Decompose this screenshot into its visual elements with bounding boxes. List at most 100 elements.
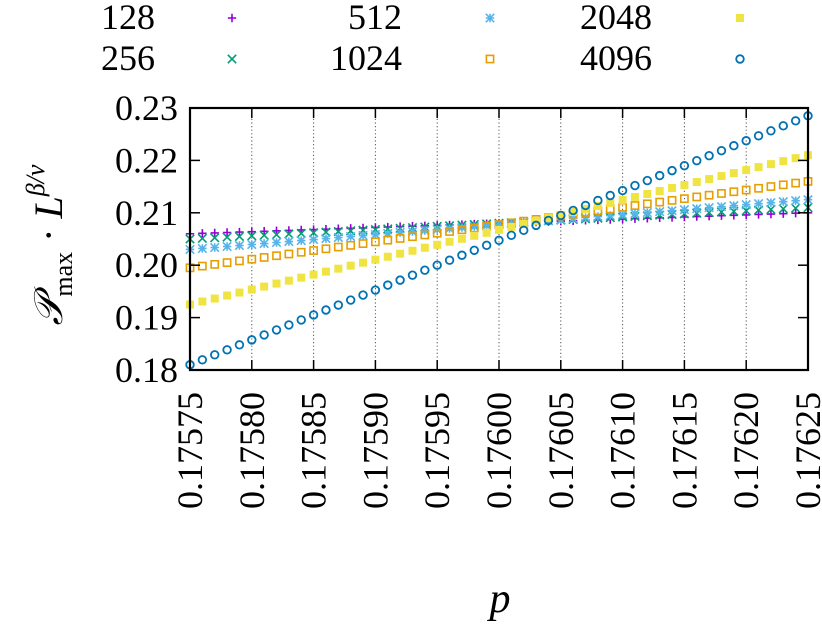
data-point xyxy=(457,250,467,260)
data-point xyxy=(259,330,269,340)
data-point xyxy=(655,187,664,196)
data-point xyxy=(445,237,454,246)
x-tick-label: 0.17580 xyxy=(232,392,272,509)
axis-ticks: 0.17575 0.17580 0.17585 0.17590 0.17595 0.176… xyxy=(115,88,822,509)
data-point xyxy=(408,232,417,242)
data-point xyxy=(791,178,801,188)
data-point xyxy=(284,229,294,239)
y-tick-label: 0.18 xyxy=(115,350,178,390)
data-point xyxy=(667,195,677,205)
y-axis-label: 𝒫max · Lβ/ν xyxy=(21,164,78,325)
data-point xyxy=(371,255,380,264)
data-point xyxy=(766,182,776,191)
data-point xyxy=(704,202,714,213)
data-point xyxy=(444,255,455,265)
x-axis-label: p xyxy=(487,576,511,622)
data-point xyxy=(704,190,714,200)
data-point xyxy=(766,160,775,169)
data-point xyxy=(470,231,479,240)
series-4096 xyxy=(185,111,813,370)
data-point xyxy=(481,240,492,250)
data-point xyxy=(382,228,393,239)
data-point xyxy=(778,121,788,131)
data-point xyxy=(617,209,628,220)
legend-label: 1024 xyxy=(330,38,402,78)
plot-frame xyxy=(188,106,810,372)
data-point xyxy=(741,185,751,195)
data-point xyxy=(556,210,566,221)
data-point xyxy=(284,320,294,330)
data-point xyxy=(284,276,293,285)
data-point xyxy=(654,170,665,181)
data-point xyxy=(321,233,331,244)
data-point xyxy=(618,195,627,204)
data-point xyxy=(198,297,207,306)
data-point xyxy=(667,205,677,216)
x-tick-label: 0.17590 xyxy=(355,392,395,509)
data-point xyxy=(297,273,306,282)
data-point xyxy=(716,201,727,212)
data-points xyxy=(185,111,813,370)
x-tick-label: 0.17620 xyxy=(726,392,766,509)
data-point xyxy=(778,196,789,207)
y-tick-label: 0.23 xyxy=(115,88,178,128)
data-point xyxy=(469,245,479,255)
data-point xyxy=(654,206,665,217)
data-point xyxy=(643,189,652,198)
data-point xyxy=(396,249,405,258)
data-point xyxy=(519,225,529,236)
data-point xyxy=(222,241,232,252)
data-point xyxy=(222,228,232,237)
data-point xyxy=(321,244,331,254)
data-point xyxy=(642,199,652,209)
data-point xyxy=(234,231,245,242)
data-point xyxy=(395,223,405,234)
data-point xyxy=(605,210,616,221)
data-point xyxy=(457,225,467,235)
data-point xyxy=(754,183,763,193)
data-point xyxy=(754,210,763,219)
data-point xyxy=(469,221,480,232)
x-tick-label: 0.17575 xyxy=(170,392,210,509)
data-point xyxy=(717,172,726,181)
data-point xyxy=(296,235,307,246)
data-point xyxy=(247,231,257,241)
data-point xyxy=(247,239,257,250)
data-point xyxy=(271,229,282,240)
data-point xyxy=(679,194,689,204)
legend-label: 256 xyxy=(101,38,155,78)
data-point xyxy=(407,270,418,280)
legend-marker xyxy=(736,14,744,22)
data-point xyxy=(593,195,603,206)
data-point xyxy=(667,165,677,176)
x-tick-label: 0.17585 xyxy=(294,392,334,509)
data-point xyxy=(358,290,368,300)
data-point xyxy=(407,226,418,237)
series-1024 xyxy=(185,176,813,273)
data-point xyxy=(395,227,405,238)
data-point xyxy=(741,199,751,210)
data-point xyxy=(543,215,554,226)
x-tick-label: 0.17610 xyxy=(603,392,643,509)
data-point xyxy=(345,231,356,242)
data-point xyxy=(308,227,319,238)
data-point xyxy=(198,229,207,238)
data-point xyxy=(345,295,356,305)
data-point xyxy=(729,169,738,178)
data-point xyxy=(222,345,232,355)
data-point xyxy=(308,234,319,245)
x-tick-label: 0.17615 xyxy=(664,392,704,509)
data-point xyxy=(605,190,615,201)
data-point xyxy=(346,240,356,250)
data-point xyxy=(321,267,330,276)
data-point xyxy=(691,203,702,214)
data-point xyxy=(420,230,430,240)
data-point xyxy=(481,220,492,231)
data-point xyxy=(469,223,479,233)
data-point xyxy=(370,229,381,240)
legend-marker xyxy=(735,54,745,64)
data-point xyxy=(630,192,639,201)
y-tick-label: 0.19 xyxy=(115,298,178,338)
data-point xyxy=(321,305,331,315)
data-point xyxy=(692,155,702,166)
